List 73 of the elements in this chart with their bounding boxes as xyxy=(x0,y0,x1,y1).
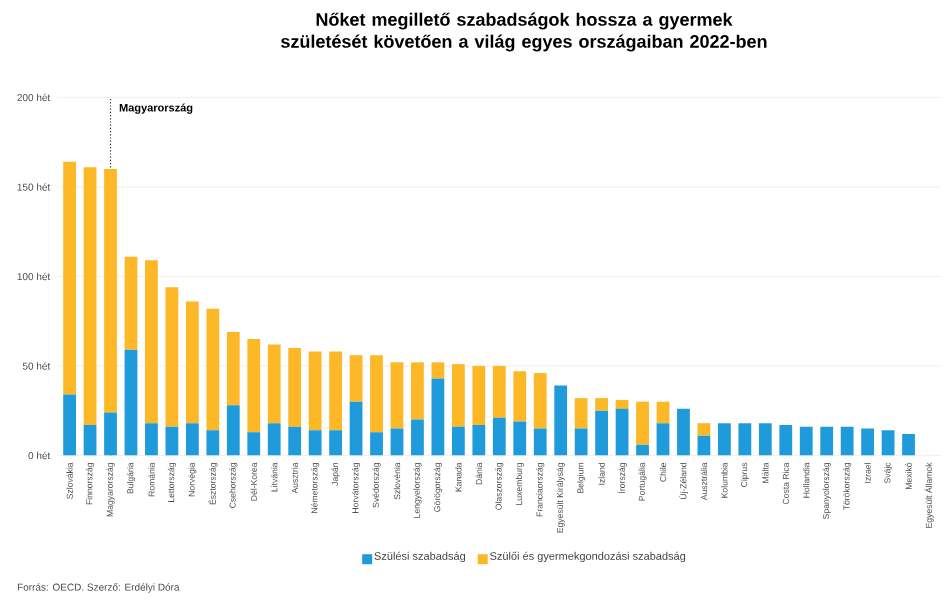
bar xyxy=(329,430,342,456)
bar xyxy=(861,428,875,456)
bar xyxy=(349,401,363,456)
bar xyxy=(738,423,752,456)
bar xyxy=(574,398,588,429)
bar xyxy=(288,426,302,456)
bar xyxy=(124,256,138,350)
bar xyxy=(329,351,342,431)
bar xyxy=(104,169,117,413)
bar xyxy=(165,426,179,456)
bar xyxy=(902,433,915,456)
bar xyxy=(104,412,117,456)
bar xyxy=(697,423,711,436)
bar xyxy=(431,362,445,379)
bar xyxy=(267,423,281,456)
bar xyxy=(513,421,527,456)
bar xyxy=(574,428,588,456)
bar xyxy=(492,365,506,418)
bar xyxy=(636,401,649,445)
bar xyxy=(165,287,179,427)
bar xyxy=(390,362,404,429)
bar xyxy=(595,410,609,456)
bar xyxy=(247,432,261,456)
bar xyxy=(185,301,199,424)
bar xyxy=(472,365,486,425)
bar xyxy=(615,408,629,456)
bar xyxy=(267,344,281,424)
bar xyxy=(206,308,220,431)
bar xyxy=(595,398,609,411)
bar xyxy=(206,430,220,456)
bar xyxy=(717,423,731,456)
bar xyxy=(83,424,97,456)
bar xyxy=(124,349,138,456)
bar xyxy=(697,435,711,456)
bar xyxy=(431,378,445,456)
bar xyxy=(349,355,363,402)
bar xyxy=(533,428,547,456)
bar xyxy=(83,167,97,425)
bar xyxy=(820,426,834,456)
bar xyxy=(799,426,813,456)
bar xyxy=(451,426,465,456)
bar xyxy=(63,394,76,456)
bar xyxy=(288,348,302,427)
bar xyxy=(881,430,895,456)
bar xyxy=(513,371,527,422)
bar xyxy=(472,424,486,456)
bar xyxy=(145,260,158,424)
bar xyxy=(656,401,670,424)
bar xyxy=(63,161,76,395)
bar xyxy=(779,424,793,456)
bar xyxy=(226,405,240,456)
bar xyxy=(656,423,670,456)
bar xyxy=(370,432,383,456)
bar xyxy=(145,423,158,456)
bar xyxy=(533,373,547,429)
bar xyxy=(370,355,383,433)
bar xyxy=(308,430,322,456)
bar xyxy=(308,351,322,431)
bar xyxy=(840,426,854,456)
bar xyxy=(411,362,424,420)
bar xyxy=(390,428,404,456)
bar xyxy=(636,444,649,456)
bar xyxy=(247,339,261,433)
bar xyxy=(615,399,629,409)
bar xyxy=(226,331,240,406)
bar xyxy=(185,423,199,456)
bar xyxy=(411,419,424,456)
bar xyxy=(451,364,465,427)
chart-title: Nőket megillető szabadságok hossza a gyermek születését követően a világ egyes országaiban 2022-ben xyxy=(281,12,767,52)
bar xyxy=(677,408,690,456)
bar xyxy=(492,417,506,456)
bar xyxy=(554,385,568,456)
bar xyxy=(758,423,772,456)
